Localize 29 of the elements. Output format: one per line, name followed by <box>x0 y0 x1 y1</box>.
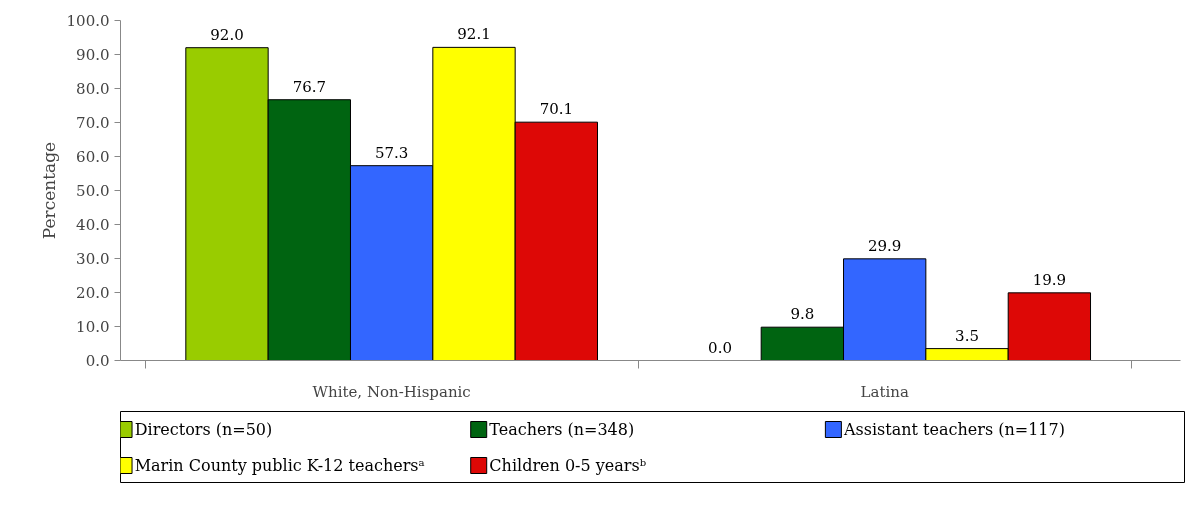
legend-label: Directors (n=50) <box>134 420 273 439</box>
y-tick-label: 0.0 <box>85 352 110 370</box>
data-label: 19.9 <box>1032 270 1067 289</box>
y-tick-label: 80.0 <box>76 80 110 98</box>
y-axis-title: Percentage <box>38 141 59 240</box>
y-tick-label: 100.0 <box>66 12 110 30</box>
data-label: 57.3 <box>374 143 409 162</box>
y-tick-label: 60.0 <box>76 148 110 166</box>
legend-label: Assistant teachers (n=117) <box>843 420 1065 439</box>
legend-label: Marin County public K-12 teachersᵃ <box>134 456 425 475</box>
data-label: 70.1 <box>539 100 574 119</box>
legend-label: Teachers (n=348) <box>489 420 635 439</box>
data-label: 29.9 <box>867 236 902 255</box>
x-tick-label: White, Non-Hispanic <box>312 382 471 401</box>
y-tick-label: 30.0 <box>76 250 110 268</box>
data-label: 76.7 <box>292 77 327 96</box>
data-label: 9.8 <box>790 305 815 324</box>
legend-label: Children 0-5 yearsᵇ <box>489 456 647 475</box>
data-label: 0.0 <box>708 338 732 357</box>
x-tick-label: Latina <box>860 382 909 401</box>
y-tick-label: 20.0 <box>76 284 110 302</box>
data-label: 92.1 <box>457 25 491 44</box>
y-tick-label: 40.0 <box>76 216 110 234</box>
data-label: 92.0 <box>210 25 244 44</box>
y-tick-label: 90.0 <box>76 46 110 64</box>
data-label: 3.5 <box>955 326 979 345</box>
y-tick-label: 70.0 <box>76 114 110 132</box>
y-tick-label: 10.0 <box>76 318 110 336</box>
y-tick-label: 50.0 <box>76 182 110 200</box>
